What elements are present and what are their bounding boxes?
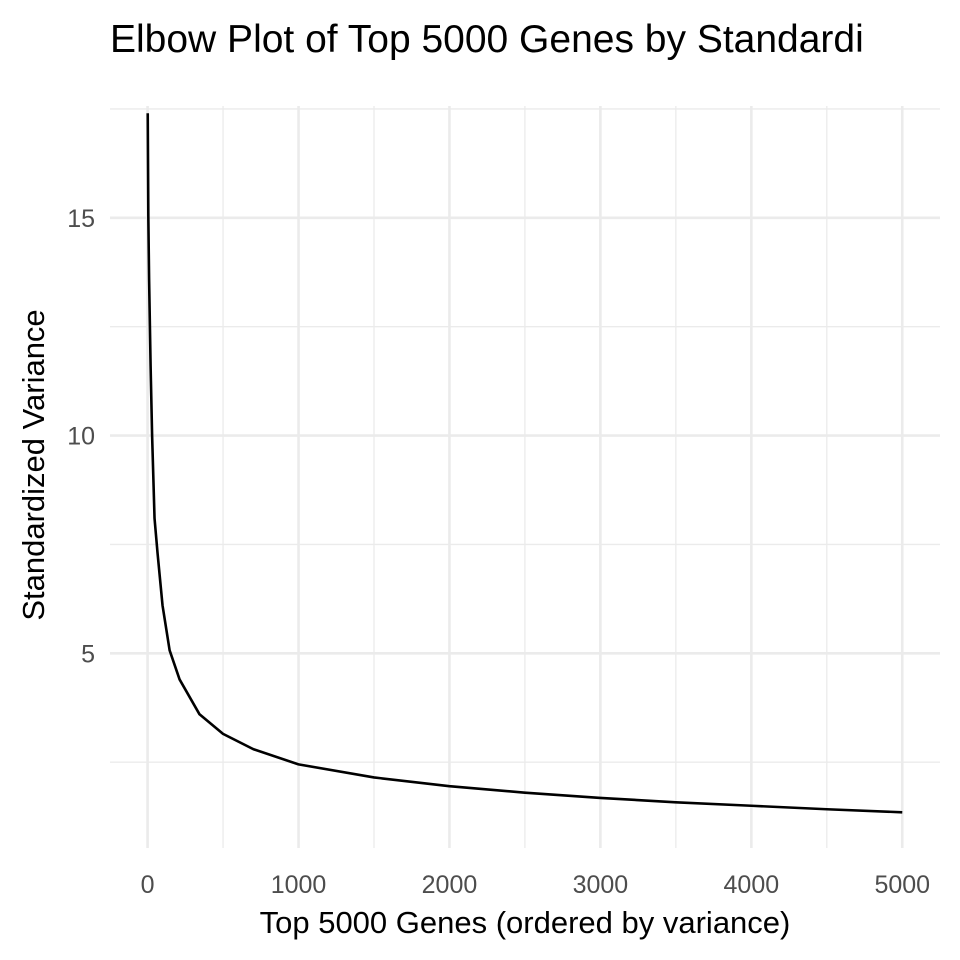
y-tick-label: 10 (67, 423, 95, 451)
x-tick-label: 3000 (573, 871, 629, 899)
grid (110, 106, 940, 848)
line-series (146, 113, 903, 814)
x-tick-label: 0 (141, 871, 155, 899)
x-tick-label: 5000 (874, 871, 930, 899)
y-tick-label: 5 (81, 640, 95, 668)
y-tick-label: 15 (67, 205, 95, 233)
x-tick-label: 1000 (271, 871, 327, 899)
x-tick-label: 2000 (422, 871, 478, 899)
x-axis-title: Top 5000 Genes (ordered by variance) (260, 905, 791, 940)
y-axis-title: Standardized Variance (16, 309, 51, 620)
chart-title: Elbow Plot of Top 5000 Genes by Standard… (110, 18, 864, 61)
x-tick-label: 4000 (724, 871, 780, 899)
